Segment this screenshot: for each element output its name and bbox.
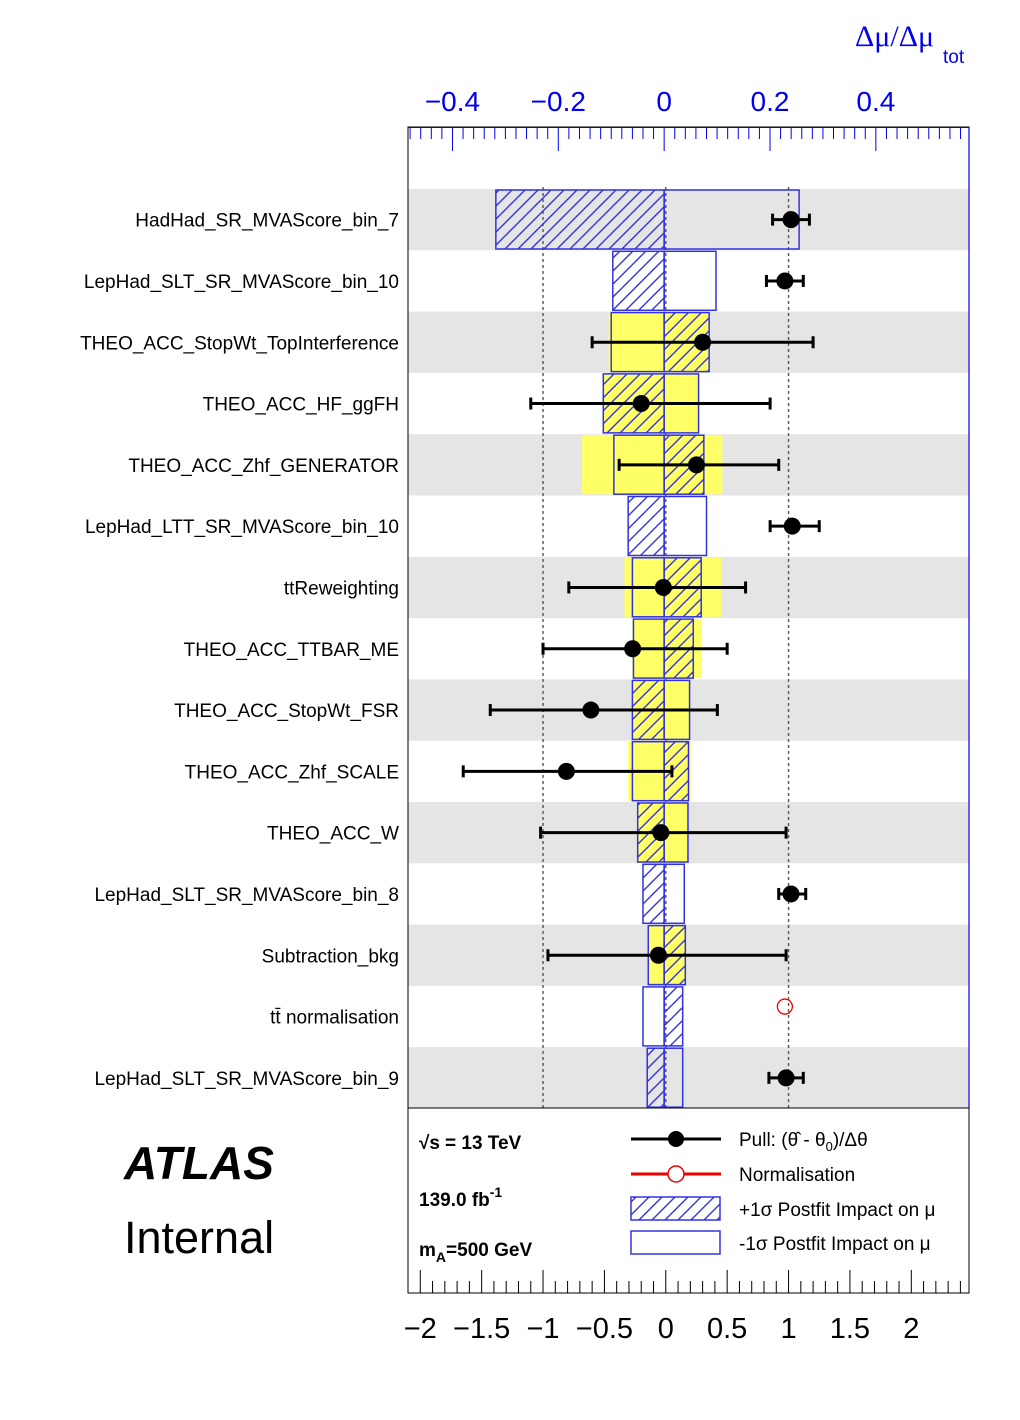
top-axis-title: Δμ/Δμ [855,20,934,53]
top-axis-tick-label: −0.2 [531,86,586,117]
pull-marker [557,762,575,780]
legend-postup-box [630,1196,721,1221]
pull-marker [632,395,650,413]
bottom-axis-tick-label: −0.5 [576,1313,633,1345]
postfit-up-bar [627,495,665,557]
info-mass: mA=500 GeV [419,1240,532,1265]
parameter-label: THEO_ACC_StopWt_FSR [174,701,399,722]
postfit-up-bar [642,863,665,925]
pull-marker [782,211,800,229]
bottom-axis: −2 −1.5 −1 −0.5 0 0.5 1 1.5 2 [404,1270,961,1345]
parameter-label: HadHad_SR_MVAScore_bin_7 [135,211,399,232]
parameter-label: ttReweighting [284,578,399,599]
pull-marker [782,885,800,903]
pull-marker [783,517,801,535]
legend-pull-marker [668,1131,684,1147]
top-axis-frame [408,127,969,128]
parameter-label: LepHad_SLT_SR_MVAScore_bin_9 [94,1069,399,1090]
pull-marker [582,701,600,719]
postfit-down-bar [663,863,686,925]
legend-postup-label: +1σ Postfit Impact on μ [739,1200,935,1221]
postfit-down-bar [642,986,665,1047]
atlas-logo-text: ATLAS [123,1137,274,1189]
top-axis: −0.4 −0.2 0 0.2 0.4 [409,86,962,151]
pull-marker [654,578,672,596]
info-lumi-sup: -1 [490,1184,503,1200]
postfit-down-bar [663,250,717,312]
postfit-down-bar [663,495,708,557]
parameter-label: tt̄ normalisation [270,1008,399,1029]
top-axis-tick-label: 0 [656,86,672,117]
parameter-label: Subtraction_bkg [262,946,399,967]
top-axis-title-main: Δμ/Δμ [855,20,934,53]
legend-pull-label: Pull: (θ̂ - θ0)/Δθ [739,1130,868,1154]
legend-norm-marker [667,1165,685,1183]
row-stripe [408,189,969,251]
info-mass-sub: A [436,1249,446,1265]
bottom-axis-tick-label: −2 [404,1313,437,1345]
postfit-up-bar [495,189,665,250]
parameter-label: THEO_ACC_W [267,824,399,845]
bottom-axis-tick-label: 0 [658,1313,674,1345]
legend-postdown-box [630,1230,721,1255]
legend-postdown-label: -1σ Postfit Impact on μ [739,1234,931,1255]
legend-pull-sub: 0 [826,1139,833,1154]
bottom-axis-tick-label: 1 [780,1313,796,1345]
top-axis-tick-label: −0.4 [425,86,480,117]
bottom-axis-tick-label: 2 [903,1313,919,1345]
norm-marker [776,998,794,1015]
pull-markers [461,211,821,1087]
bottom-axis-tick-label: 0.5 [707,1313,747,1345]
legend-norm-label: Normalisation [739,1165,855,1186]
parameter-label: LepHad_LTT_SR_MVAScore_bin_10 [85,517,399,538]
top-axis-tick-label: 0.2 [751,86,790,117]
parameter-label: THEO_ACC_Zhf_SCALE [185,762,399,783]
parameter-label: THEO_ACC_Zhf_GENERATOR [128,456,399,477]
info-block: √s = 13 TeV 139.0 fb-1 mA=500 GeV [419,1133,532,1265]
pull-marker [694,333,712,351]
pull-marker [777,1069,795,1087]
bottom-axis-tick-label: −1.5 [453,1313,510,1345]
postfit-up-bar [612,250,665,312]
top-axis-title-sub: tot [943,47,965,68]
parameter-label: LepHad_SLT_SR_MVAScore_bin_8 [94,885,399,906]
pull-marker [652,824,670,842]
pull-marker [687,456,705,474]
info-lumi: 139.0 fb-1 [419,1184,502,1211]
top-axis-tick-label: 0.4 [856,86,895,117]
parameter-label: THEO_ACC_StopWt_TopInterference [80,333,399,354]
postfit-up-bar [663,986,684,1047]
bottom-axis-tick-label: 1.5 [830,1313,870,1345]
parameter-labels: HadHad_SR_MVAScore_bin_7 LepHad_SLT_SR_MV… [80,211,399,1090]
pull-marker [776,272,794,290]
bottom-axis-tick-label: −1 [526,1313,559,1345]
parameter-label: THEO_ACC_TTBAR_ME [184,640,399,661]
pull-marker [624,640,642,658]
legend: Pull: (θ̂ - θ0)/Δθ Normalisation +1σ Pos… [630,1130,935,1255]
parameter-label: THEO_ACC_HF_ggFH [203,395,399,416]
pull-marker [649,946,667,964]
internal-label: Internal [124,1212,274,1263]
info-energy: √s = 13 TeV [419,1133,522,1154]
legend-pull-tail: )/Δθ [833,1130,868,1151]
parameter-label: LepHad_SLT_SR_MVAScore_bin_10 [84,272,399,293]
row-stripe [408,1047,969,1109]
postfit-up-bar [646,1047,665,1108]
